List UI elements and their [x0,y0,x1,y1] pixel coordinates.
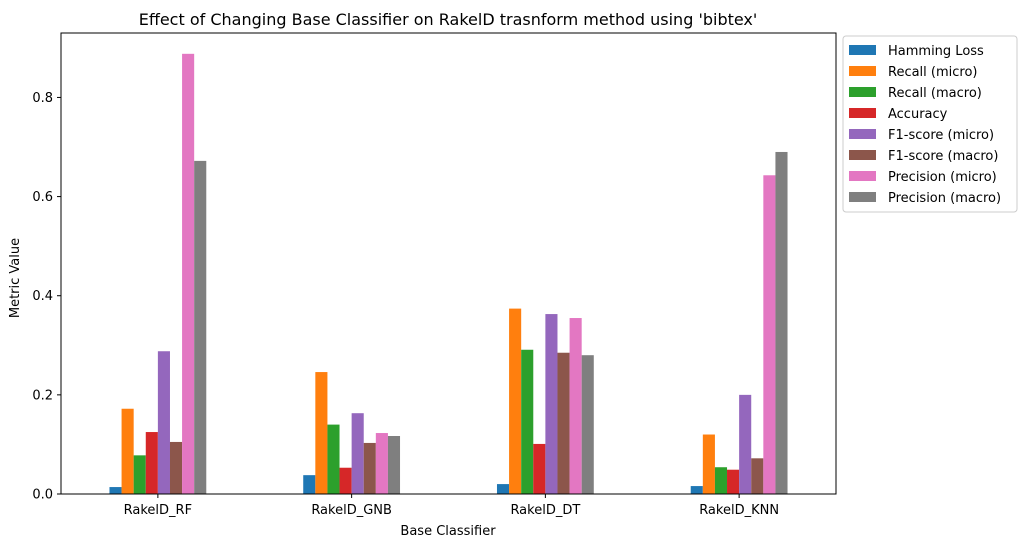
bar-accuracy-rakeld-gnb [339,467,352,494]
x-tick-label: RakelD_GNB [311,503,392,518]
y-tick-label: 0.4 [32,289,53,304]
legend-label: F1-score (micro) [888,128,994,143]
legend-swatch [849,150,876,160]
bar-accuracy-rakeld-rf [145,432,158,494]
bar-hamming-loss-rakeld-gnb [303,475,316,494]
x-tick-label: RakelD_KNN [699,503,779,518]
legend-swatch [849,171,876,181]
legend: Hamming Loss Recall (micro) Recall (macro)… [842,35,1018,213]
bar-accuracy-rakeld-knn [727,469,740,494]
legend-label: Recall (micro) [888,65,978,80]
x-tick-label: RakelD_DT [510,503,580,518]
bar-recall-micro-rakeld-knn [702,434,715,494]
legend-label: Precision (micro) [888,170,997,185]
y-tick-label: 0.8 [32,91,53,106]
bar-precision-micro-rakeld-dt [569,318,582,494]
bar-precision-micro-rakeld-knn [763,175,776,494]
y-axis-label: Metric Value [8,238,23,318]
legend-label: Precision (macro) [888,191,1001,206]
bar-accuracy-rakeld-dt [533,443,546,494]
legend-label: Recall (macro) [888,86,982,101]
bar-recall-micro-rakeld-rf [121,408,134,494]
legend-label: F1-score (macro) [888,149,998,164]
bar-recall-micro-rakeld-gnb [315,372,328,494]
bar-f1-score-macro-rakeld-dt [557,352,570,494]
bar-f1-score-micro-rakeld-rf [157,351,170,494]
legend-box [842,35,1018,213]
bar-f1-score-macro-rakeld-rf [169,441,183,494]
bar-precision-macro-rakeld-knn [775,151,788,494]
y-tick-label: 0.0 [32,488,53,503]
bar-f1-score-micro-rakeld-dt [545,314,558,494]
bar-f1-score-macro-rakeld-knn [751,458,764,494]
legend-swatch [849,87,876,97]
bar-f1-score-macro-rakeld-gnb [363,442,376,494]
chart-title: Effect of Changing Base Classifier on Ra… [139,10,758,29]
x-tick-label: RakelD_RF [124,503,192,518]
bar-precision-macro-rakeld-gnb [387,436,401,494]
axes-group: RakelD_RF RakelD_GNB RakelD_DT RakelD_KNN 0.… [32,32,837,518]
bar-precision-macro-rakeld-dt [581,355,594,494]
y-tick-label: 0.2 [32,388,53,403]
legend-swatch [849,66,876,76]
bar-recall-micro-rakeld-dt [509,308,522,494]
bar-recall-macro-rakeld-dt [521,349,534,494]
bar-recall-macro-rakeld-knn [714,467,728,494]
legend-swatch [849,129,876,139]
bar-f1-score-micro-rakeld-gnb [351,413,364,494]
bar-f1-score-micro-rakeld-knn [739,394,752,494]
legend-swatch [849,108,876,118]
x-axis-label: Base Classifier [400,524,496,539]
legend-swatch [849,192,876,202]
legend-label: Hamming Loss [888,44,984,59]
bar-recall-macro-rakeld-rf [133,455,146,494]
bar-precision-micro-rakeld-gnb [375,433,388,494]
bars-group [109,53,788,494]
bar-hamming-loss-rakeld-dt [496,484,510,494]
legend-label: Accuracy [888,107,948,122]
bar-precision-macro-rakeld-rf [194,160,207,494]
bar-recall-macro-rakeld-gnb [327,424,340,494]
bar-hamming-loss-rakeld-knn [690,486,703,494]
bar-precision-micro-rakeld-rf [182,53,195,494]
plot-frame [60,32,837,495]
y-tick-label: 0.6 [32,190,53,205]
legend-swatch [849,45,876,55]
bar-hamming-loss-rakeld-rf [109,487,122,494]
